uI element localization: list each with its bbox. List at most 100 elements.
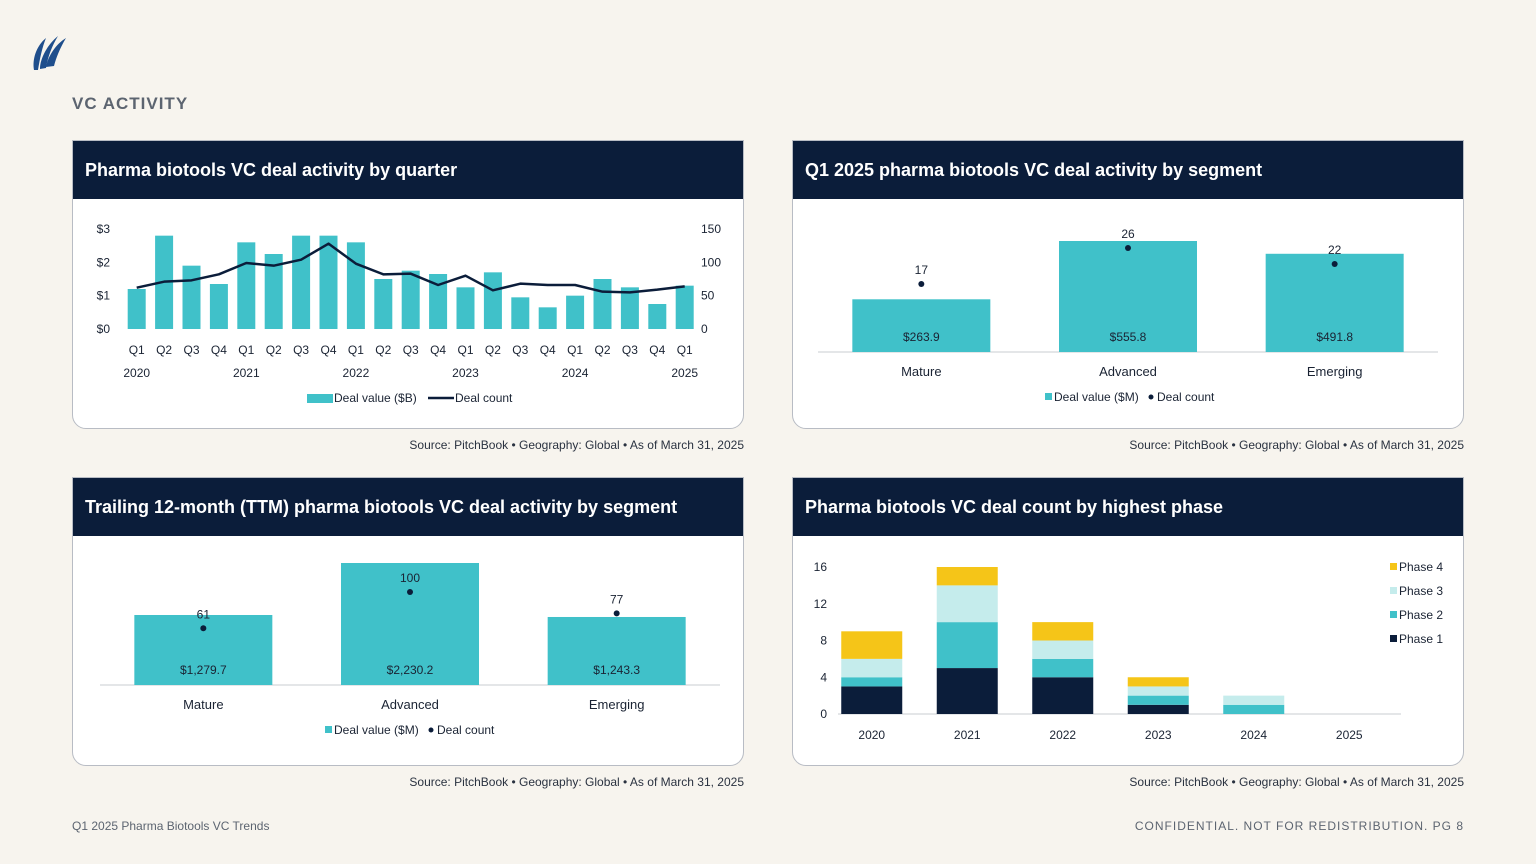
x-tick-label: 2023 <box>1145 728 1172 742</box>
y-tick-label: 4 <box>820 670 827 684</box>
stacked-bar-segment <box>841 677 903 687</box>
y-right-tick-label: 100 <box>701 255 721 269</box>
x-tick-label: Q2 <box>594 343 610 357</box>
x-tick-label: Mature <box>183 697 223 712</box>
bar-deal-value <box>547 616 686 685</box>
bar-value-label: $491.8 <box>1316 330 1353 344</box>
x-tick-label: 2024 <box>1240 728 1267 742</box>
x-tick-label: 2025 <box>1336 728 1363 742</box>
dot-count-label: 100 <box>400 571 420 585</box>
stacked-bar-segment <box>841 686 903 714</box>
y-right-tick-label: 0 <box>701 322 708 336</box>
bar-deal-value <box>511 297 530 329</box>
x-tick-label: Advanced <box>1099 364 1157 379</box>
bar-deal-value <box>1059 241 1197 352</box>
bar-deal-value <box>456 287 475 329</box>
x-tick-label: Q3 <box>403 343 419 357</box>
bar-deal-value <box>429 274 448 329</box>
bar-deal-value <box>852 299 991 352</box>
x-tick-label: 2021 <box>954 728 981 742</box>
stacked-bar-segment <box>1223 704 1285 714</box>
y-left-tick-label: $1 <box>97 289 111 303</box>
dot-deal-count <box>407 589 413 595</box>
x-year-label: 2020 <box>123 366 150 380</box>
legend-swatch-deal-value <box>325 726 332 733</box>
x-tick-label: Emerging <box>589 697 645 712</box>
legend-label-deal-count: Deal count <box>437 723 495 737</box>
chart-phase: 0 4 8 12 16 2020 2021 2022 2023 2024 2025 Phase 4 Ph… <box>814 560 1444 742</box>
x-year-label: 2025 <box>671 366 698 380</box>
stacked-bar-segment <box>936 622 998 669</box>
chart-quarterly: $0 $1 $2 $3 0 50 100 150 Q1 Q2 Q3 Q4 Q1 Q2 Q3 Q4 Q1 Q2 Q3 Q… <box>97 222 722 405</box>
stacked-bar-segment <box>1127 704 1189 714</box>
source-phase: Source: PitchBook • Geography: Global • … <box>1129 775 1464 789</box>
bar-deal-value <box>648 304 667 329</box>
dot-count-label: 22 <box>1328 243 1342 257</box>
x-tick-label: Q1 <box>567 343 583 357</box>
dot-count-label: 61 <box>197 607 211 621</box>
bar-deal-value <box>237 242 256 329</box>
x-tick-label: Emerging <box>1307 364 1363 379</box>
legend-swatch-deal-count <box>1148 394 1154 400</box>
y-tick-label: 8 <box>820 634 827 648</box>
stacked-bar-segment <box>936 567 998 586</box>
dot-deal-count <box>1125 245 1131 251</box>
chart-panel-ttm-segment: Trailing 12-month (TTM) pharma biotools … <box>72 477 744 766</box>
chart-panel-phase: Pharma biotools VC deal count by highest… <box>792 477 1464 766</box>
x-tick-label: Q4 <box>540 343 556 357</box>
y-left-tick-label: $2 <box>97 255 111 269</box>
bar-value-label: $2,230.2 <box>387 663 434 677</box>
y-right-tick-label: 50 <box>701 289 715 303</box>
x-tick-label: Q4 <box>430 343 446 357</box>
x-tick-label: 2022 <box>1049 728 1076 742</box>
source-ttm-segment: Source: PitchBook • Geography: Global • … <box>409 775 744 789</box>
x-tick-label: Q4 <box>211 343 227 357</box>
legend-label-deal-count: Deal count <box>1157 390 1215 404</box>
stacked-bar-segment <box>1032 658 1094 678</box>
x-tick-label: Q2 <box>156 343 172 357</box>
legend-label-deal-value: Deal value ($M) <box>1054 390 1139 404</box>
dot-deal-count <box>918 281 925 287</box>
x-tick-label: Q3 <box>183 343 199 357</box>
series-line-deal-count <box>136 242 685 294</box>
stacked-bar-segment <box>936 585 998 623</box>
stacked-bar-segment <box>1127 677 1189 687</box>
legend-swatch-phase <box>1390 611 1397 618</box>
dot-count-label: 17 <box>915 263 929 277</box>
legend-label-deal-count: Deal count <box>455 391 513 405</box>
section-title: VC ACTIVITY <box>72 94 189 113</box>
footer-report-title: Q1 2025 Pharma Biotools VC Trends <box>72 819 270 833</box>
source-quarterly: Source: PitchBook • Geography: Global • … <box>409 438 744 452</box>
x-tick-label: Q3 <box>622 343 638 357</box>
bar-deal-value <box>209 284 228 329</box>
legend-swatch-deal-count <box>428 727 434 733</box>
legend-label-phase: Phase 3 <box>1399 584 1443 598</box>
bar-deal-value <box>319 235 338 329</box>
bar-value-label: $1,279.7 <box>180 663 227 677</box>
y-left-tick-label: $0 <box>97 322 111 336</box>
x-tick-label: Q4 <box>320 343 336 357</box>
x-year-label: 2021 <box>233 366 260 380</box>
stacked-bar-segment <box>1127 695 1189 705</box>
x-tick-label: Q3 <box>512 343 528 357</box>
bar-deal-value <box>538 307 557 329</box>
x-tick-label: Q2 <box>375 343 391 357</box>
chart-title-q1-segment: Q1 2025 pharma biotools VC deal activity… <box>793 141 1463 199</box>
bar-deal-value <box>620 287 639 329</box>
bar-deal-value <box>292 235 311 329</box>
stacked-bar-segment <box>1032 622 1094 641</box>
legend-swatch-phase <box>1390 563 1397 570</box>
stacked-bar-segment <box>1032 677 1094 714</box>
x-tick-label: Q1 <box>457 343 473 357</box>
x-year-label: 2023 <box>452 366 479 380</box>
x-tick-label: Q1 <box>129 343 145 357</box>
bar-value-label: $263.9 <box>903 330 940 344</box>
pitchbook-logo-icon <box>33 36 66 70</box>
dot-count-label: 26 <box>1121 227 1135 241</box>
bar-deal-value <box>127 289 146 329</box>
legend-label-phase: Phase 1 <box>1399 632 1443 646</box>
legend-label-deal-value: Deal value ($B) <box>334 391 417 405</box>
source-q1-segment: Source: PitchBook • Geography: Global • … <box>1129 438 1464 452</box>
x-tick-label: Q2 <box>485 343 501 357</box>
chart-q1-segment: $263.9 17 Mature $555.8 26 Advanced $491.8 22 Em… <box>818 227 1438 404</box>
